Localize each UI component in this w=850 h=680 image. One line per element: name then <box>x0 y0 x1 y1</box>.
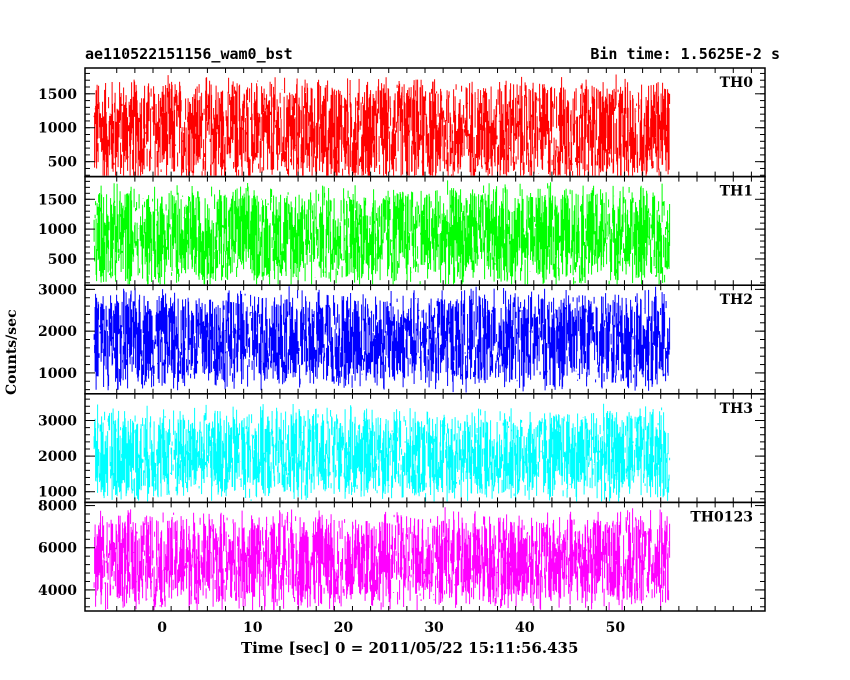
x-tick-label: 10 <box>243 620 263 636</box>
y-tick-label: 2000 <box>38 449 77 465</box>
series-th0 <box>93 74 671 176</box>
y-tick-label: 2000 <box>38 324 77 340</box>
panel-label-th0: TH0 <box>720 75 754 91</box>
y-tick-label: 1000 <box>38 121 77 137</box>
chart-title: ae110522151156_wam0_bst <box>85 45 293 63</box>
y-tick-label: 1500 <box>38 192 77 208</box>
y-tick-label: 1500 <box>38 87 77 103</box>
panel-label-th0123: TH0123 <box>690 509 753 525</box>
y-tick-label: 1000 <box>38 222 77 238</box>
x-tick-label: 50 <box>606 620 626 636</box>
y-tick-label: 500 <box>48 155 77 171</box>
y-tick-label: 4000 <box>38 583 77 599</box>
y-tick-label: 6000 <box>38 541 77 557</box>
y-tick-label: 1000 <box>38 485 77 501</box>
y-tick-label: 500 <box>48 252 77 268</box>
panel-label-th1: TH1 <box>720 184 753 200</box>
panel-label-th2: TH2 <box>720 292 753 308</box>
y-tick-label: 1000 <box>38 366 77 382</box>
y-tick-label: 8000 <box>38 499 77 515</box>
x-axis-label: Time [sec] 0 = 2011/05/22 15:11:56.435 <box>241 639 579 657</box>
panel-label-th3: TH3 <box>720 401 753 417</box>
y-tick-label: 3000 <box>38 414 77 430</box>
x-tick-label: 40 <box>515 620 535 636</box>
series-th0123 <box>93 507 671 610</box>
x-tick-label: 30 <box>424 620 444 636</box>
series-th2 <box>93 286 671 393</box>
bin-time-label: Bin time: 1.5625E-2 s <box>590 45 780 63</box>
x-tick-label: 0 <box>157 620 167 636</box>
series-th1 <box>93 180 671 285</box>
y-axis-label: Counts/sec <box>4 309 20 395</box>
x-tick-label: 20 <box>334 620 354 636</box>
y-tick-label: 3000 <box>38 282 77 298</box>
series-th3 <box>93 403 671 502</box>
